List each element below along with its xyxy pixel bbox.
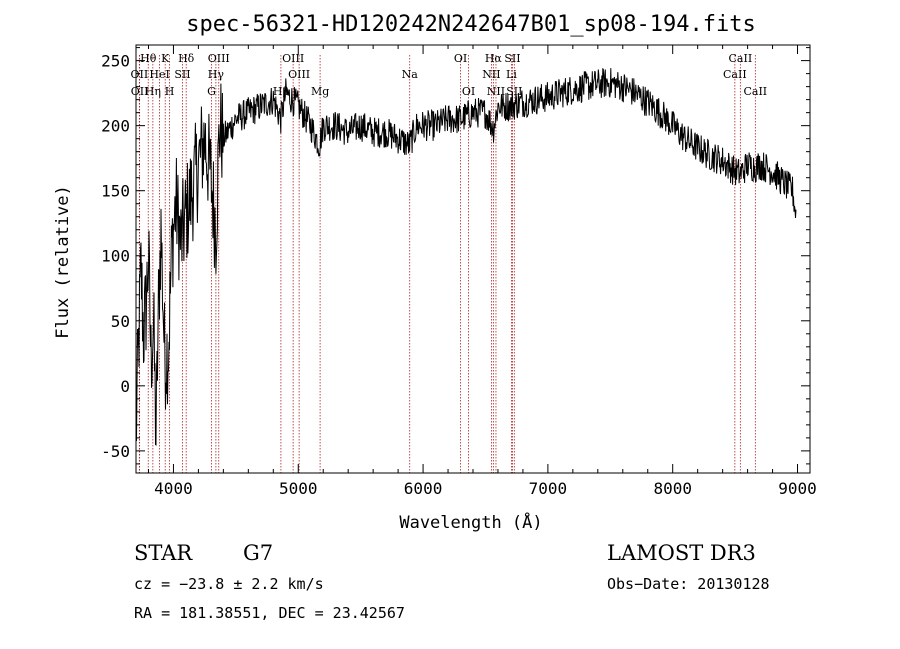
spectral-line-label: Na <box>402 68 419 81</box>
spectral-line-label: HeI <box>149 68 169 81</box>
y-tick-label: 0 <box>120 377 130 396</box>
y-tick-label: 250 <box>101 52 130 71</box>
sky-coordinates: RA = 181.38551, DEC = 23.42567 <box>134 604 405 622</box>
spectral-line-label: Hγ <box>208 68 225 81</box>
spectral-line-label: OIII <box>288 68 310 81</box>
spectral-line-label: OI <box>454 52 467 65</box>
x-axis-ticks: 4000 5000 6000 7000 8000 9000 <box>147 45 817 498</box>
y-axis-ticks: -50 0 50 100 150 200 250 <box>101 47 810 465</box>
object-class: STAR <box>134 541 193 565</box>
observation-date: Obs−Date: 20130128 <box>607 575 770 593</box>
spectral-line-label: Hδ <box>178 52 195 65</box>
spectral-line-label: SII <box>174 68 190 81</box>
x-tick-label: 6000 <box>404 479 443 498</box>
redshift-velocity: cz = −23.8 ± 2.2 km/s <box>134 575 324 593</box>
x-tick-label: 7000 <box>529 479 568 498</box>
spectral-line-label: Hθ <box>140 52 157 65</box>
x-axis-label: Wavelength (Å) <box>399 511 542 533</box>
spectral-line-label: OII <box>131 85 149 98</box>
spectral-line-label: CaII <box>723 68 747 81</box>
survey-name: LAMOST DR3 <box>607 541 756 565</box>
spectral-line-label: OI <box>462 85 475 98</box>
spectral-line-label: CaII <box>729 52 753 65</box>
spectral-line-label: NII <box>482 68 500 81</box>
spectral-line-label: OIII <box>208 52 230 65</box>
spectral-line-label: SII <box>506 85 522 98</box>
spectral-line-label: SII <box>504 52 520 65</box>
spectral-line-label: Li <box>506 68 517 81</box>
spectrum-line <box>135 68 797 446</box>
spectral-line-label: OII <box>131 68 149 81</box>
spectral-line-label: Hη <box>145 85 161 98</box>
object-subclass: G7 <box>243 541 274 565</box>
y-tick-label: 200 <box>101 117 130 136</box>
x-tick-label: 8000 <box>653 479 692 498</box>
spectral-line-label: NII <box>487 85 505 98</box>
spectral-line-label: Hα <box>485 52 503 65</box>
spectral-line-label: OIII <box>282 52 304 65</box>
spectral-line-label: G <box>207 85 216 98</box>
y-tick-label: -50 <box>101 442 130 461</box>
spectral-line-label: CaII <box>743 85 767 98</box>
x-tick-label: 5000 <box>279 479 318 498</box>
y-axis-label: Flux (relative) <box>53 185 73 339</box>
chart-title: spec-56321-HD120242N242647B01_sp08-194.f… <box>186 12 756 37</box>
spectral-line-label: Mg <box>311 85 329 98</box>
x-tick-label: 9000 <box>778 479 817 498</box>
spectral-line-label: K <box>161 52 170 65</box>
y-tick-label: 150 <box>101 182 130 201</box>
y-tick-label: 100 <box>101 247 130 266</box>
spectral-line-label: H <box>165 85 175 98</box>
x-tick-label: 4000 <box>154 479 193 498</box>
y-tick-label: 50 <box>111 312 130 331</box>
